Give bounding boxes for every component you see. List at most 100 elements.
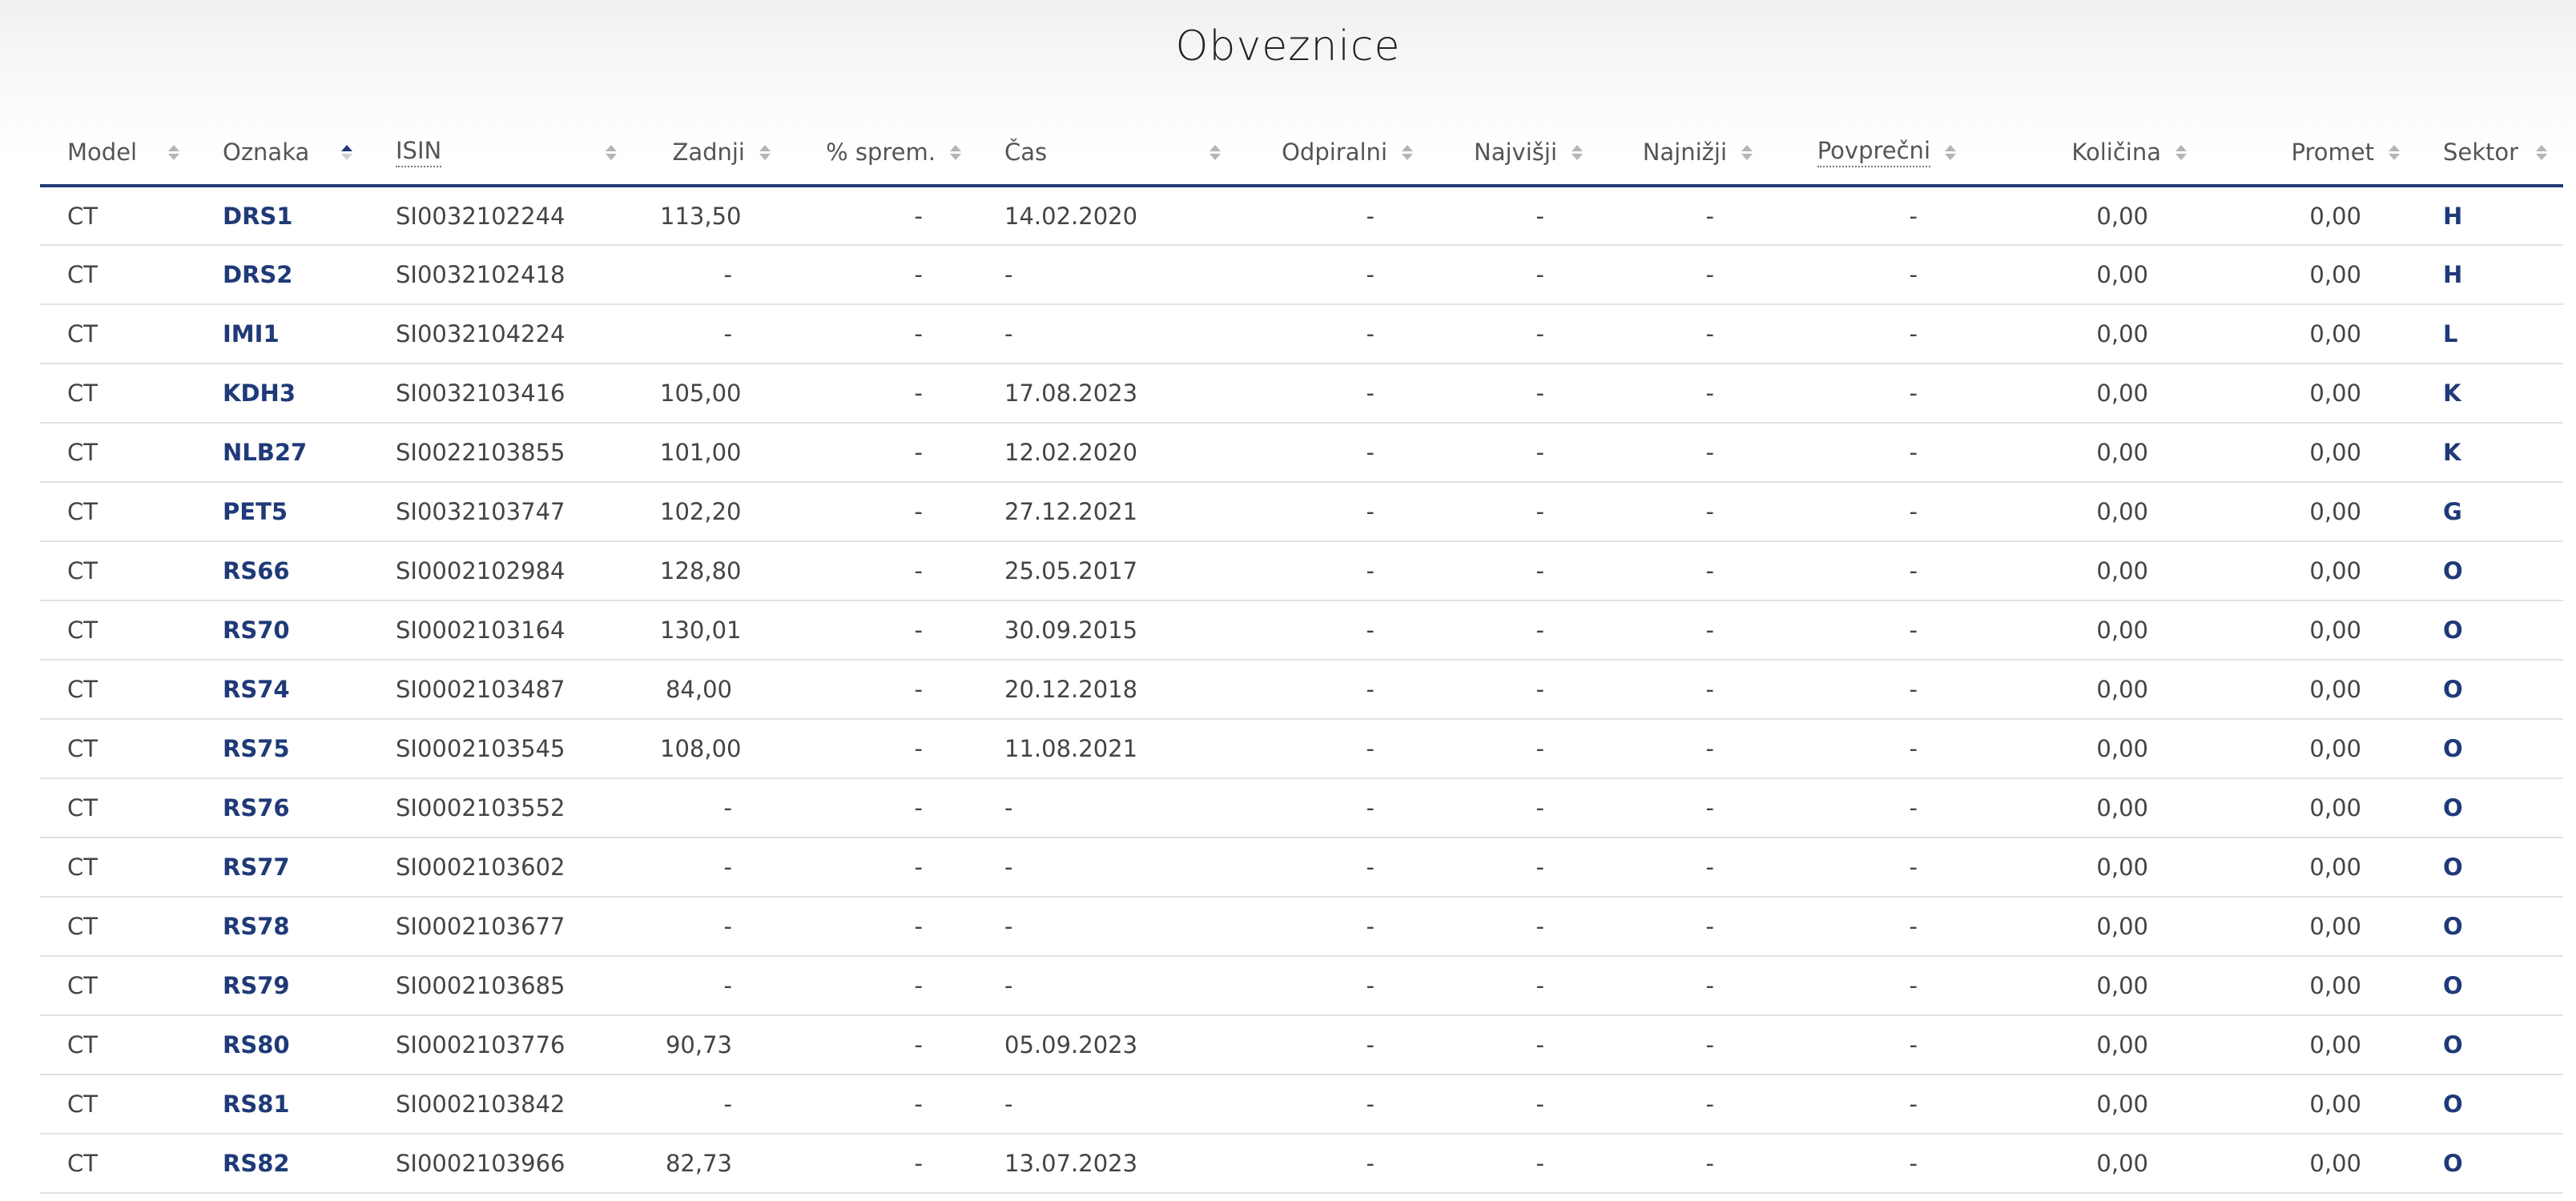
cell-povprecni: - (1769, 541, 1972, 601)
bond-code-link[interactable]: RS79 (223, 972, 290, 999)
cell-zadnji: 101,00 (633, 423, 787, 483)
bond-code-link[interactable]: RS81 (223, 1091, 290, 1118)
bond-code-link[interactable]: NLB27 (223, 439, 308, 466)
cell-isin: SI0002103545 (368, 719, 633, 779)
column-header-cas[interactable]: Čas (977, 120, 1237, 187)
sort-up-arrow-icon (1741, 144, 1753, 151)
sector-link[interactable]: L (2443, 320, 2458, 347)
table-row[interactable]: CT PET5 SI0032103747 102,20-27.12.2021- - - -0… (40, 482, 2563, 542)
cell-najnizji: - (1599, 304, 1769, 364)
bond-code-link[interactable]: RS76 (223, 794, 290, 821)
bond-code-link[interactable]: RS75 (223, 735, 290, 762)
column-header-odpiralni[interactable]: Odpiralni (1237, 120, 1429, 187)
table-row[interactable]: CT RS77 SI0002103602- - - - - - -0,00 0,00 O (40, 837, 2563, 898)
sort-down-arrow-icon (2389, 153, 2400, 160)
sector-link[interactable]: O (2443, 1091, 2463, 1118)
sector-link[interactable]: K (2443, 380, 2461, 407)
bond-code-link[interactable]: IMI1 (223, 320, 280, 347)
cell-oznaka: PET5 (195, 482, 368, 542)
sector-link[interactable]: O (2443, 913, 2463, 940)
sort-icon[interactable] (950, 144, 963, 160)
table-row[interactable]: CT RS70 SI0002103164 130,01-30.09.2015- - - -0… (40, 600, 2563, 661)
cell-sektor: L (2416, 304, 2563, 364)
sort-icon[interactable] (1210, 144, 1222, 160)
cell-model: CT (40, 1134, 195, 1194)
sort-icon[interactable] (606, 144, 618, 160)
sort-down-arrow-icon (1210, 153, 1221, 160)
cell-sprem: - (787, 245, 977, 305)
sort-icon[interactable] (1572, 144, 1584, 160)
sector-link[interactable]: O (2443, 676, 2463, 703)
table-row[interactable]: CT RS66 SI0002102984 128,80-25.05.2017- - - -0… (40, 541, 2563, 601)
sector-link[interactable]: O (2443, 735, 2463, 762)
sort-icon[interactable] (168, 144, 181, 160)
sector-link[interactable]: O (2443, 1150, 2463, 1177)
bond-code-link[interactable]: RS82 (223, 1150, 290, 1177)
cell-najvisji: - (1429, 364, 1599, 424)
sort-icon[interactable] (1945, 144, 1958, 160)
cell-cas: - (977, 304, 1237, 364)
sector-link[interactable]: K (2443, 439, 2461, 466)
column-header-sprem[interactable]: % sprem. (787, 120, 977, 187)
sort-icon[interactable] (2389, 144, 2401, 160)
bond-code-link[interactable]: RS74 (223, 676, 290, 703)
column-header-najnizji[interactable]: Najnižji (1599, 120, 1769, 187)
sort-icon[interactable] (1402, 144, 1415, 160)
cell-cas: - (977, 245, 1237, 305)
column-header-promet[interactable]: Promet (2203, 120, 2416, 187)
sector-link[interactable]: O (2443, 794, 2463, 821)
bond-code-link[interactable]: PET5 (223, 498, 288, 525)
column-header-zadnji[interactable]: Zadnji (633, 120, 787, 187)
sector-link[interactable]: O (2443, 617, 2463, 644)
column-header-povprecni[interactable]: Povprečni (1769, 120, 1972, 187)
bond-code-link[interactable]: KDH3 (223, 380, 296, 407)
table-row[interactable]: CT DRS1 SI0032102244 113,50-14.02.2020- - - -0… (40, 186, 2563, 246)
cell-sektor: K (2416, 423, 2563, 483)
sort-icon[interactable] (759, 144, 772, 160)
table-row[interactable]: CT RS82 SI0002103966 82,73-13.07.2023- - - -0,… (40, 1134, 2563, 1194)
sector-link[interactable]: H (2443, 261, 2463, 288)
sector-link[interactable]: O (2443, 854, 2463, 881)
bond-code-link[interactable]: DRS1 (223, 202, 293, 230)
bond-code-link[interactable]: RS77 (223, 854, 290, 881)
sort-icon[interactable] (1741, 144, 1754, 160)
column-header-najvisji[interactable]: Najvišji (1429, 120, 1599, 187)
sort-icon[interactable] (2536, 144, 2549, 160)
bond-code-link[interactable]: DRS2 (223, 261, 293, 288)
bond-code-link[interactable]: RS66 (223, 557, 290, 584)
cell-isin: SI0032104224 (368, 304, 633, 364)
cell-sprem: - (787, 660, 977, 720)
column-header-sektor[interactable]: Sektor (2416, 120, 2563, 187)
cell-kolicina: 0,00 (1972, 304, 2203, 364)
table-row[interactable]: CT RS80 SI0002103776 90,73-05.09.2023- - - -0,… (40, 1015, 2563, 1075)
cell-cas: 13.07.2023 (977, 1134, 1237, 1194)
bond-code-link[interactable]: RS80 (223, 1031, 290, 1058)
table-row[interactable]: CT RS81 SI0002103842- - - - - - -0,00 0,00 O (40, 1074, 2563, 1135)
table-row[interactable]: CT IMI1 SI0032104224- - - - - - -0,00 0,00 L (40, 304, 2563, 364)
column-header-kolicina[interactable]: Količina (1972, 120, 2203, 187)
column-header-oznaka[interactable]: Oznaka (195, 120, 368, 187)
table-row[interactable]: CT RS79 SI0002103685- - - - - - -0,00 0,00 O (40, 956, 2563, 1016)
table-row[interactable]: CT NLB27 SI0022103855 101,00-12.02.2020- - - -… (40, 423, 2563, 483)
bond-code-link[interactable]: RS70 (223, 617, 290, 644)
sort-ascending-icon[interactable] (341, 144, 354, 160)
table-row[interactable]: CT RS74 SI0002103487 84,00-20.12.2018- - - -0,… (40, 660, 2563, 720)
bond-code-link[interactable]: RS78 (223, 913, 290, 940)
cell-najvisji: - (1429, 778, 1599, 838)
table-row[interactable]: CT RS78 SI0002103677- - - - - - -0,00 0,00 O (40, 897, 2563, 957)
cell-povprecni: - (1769, 956, 1972, 1016)
sort-icon[interactable] (2176, 144, 2188, 160)
column-header-isin[interactable]: ISIN (368, 120, 633, 187)
cell-najnizji: - (1599, 600, 1769, 661)
sector-link[interactable]: H (2443, 202, 2463, 230)
sector-link[interactable]: O (2443, 1031, 2463, 1058)
sector-link[interactable]: O (2443, 972, 2463, 999)
column-header-model[interactable]: Model (40, 120, 195, 187)
table-row[interactable]: CT RS76 SI0002103552- - - - - - -0,00 0,00 O (40, 778, 2563, 838)
table-row[interactable]: CT DRS2 SI0032102418- - - - - - -0,00 0,00 H (40, 245, 2563, 305)
table-row[interactable]: CT RS75 SI0002103545 108,00-11.08.2021- - - -0… (40, 719, 2563, 779)
sector-link[interactable]: G (2443, 498, 2462, 525)
sector-link[interactable]: O (2443, 557, 2463, 584)
table-row[interactable]: CT KDH3 SI0032103416 105,00-17.08.2023- - - -0… (40, 364, 2563, 424)
cell-odpiralni: - (1237, 600, 1429, 661)
